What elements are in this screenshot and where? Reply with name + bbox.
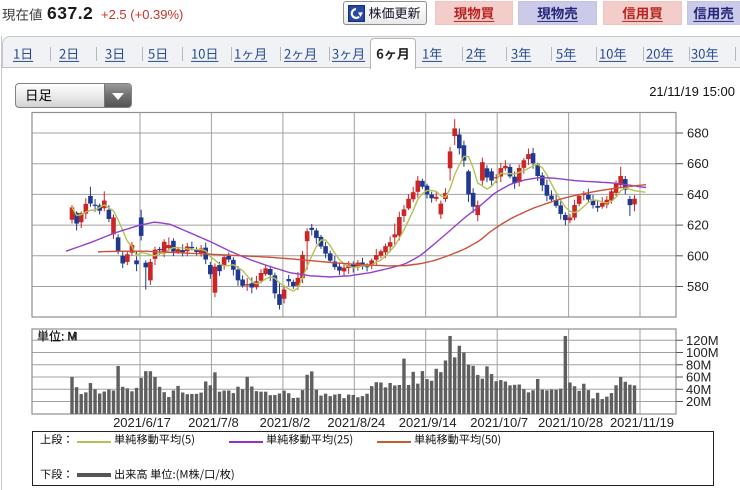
svg-text:60M: 60M: [686, 370, 711, 385]
svg-text:600: 600: [687, 248, 709, 263]
svg-text:2021/8/2: 2021/8/2: [260, 415, 311, 430]
svg-text:2021/8/24: 2021/8/24: [327, 415, 385, 430]
svg-text:2021/7/8: 2021/7/8: [188, 415, 239, 430]
svg-text:660: 660: [687, 156, 709, 171]
svg-text:580: 580: [687, 279, 709, 294]
svg-text:単位: M: 単位: M: [37, 329, 78, 344]
svg-text:100M: 100M: [686, 345, 719, 360]
svg-text:680: 680: [687, 126, 709, 141]
svg-text:640: 640: [687, 187, 709, 202]
svg-text:2021/6/17: 2021/6/17: [113, 415, 171, 430]
svg-text:20M: 20M: [686, 394, 711, 409]
svg-text:2021/9/14: 2021/9/14: [399, 415, 457, 430]
svg-text:2021/11/19: 2021/11/19: [610, 415, 674, 430]
svg-text:2021/10/7: 2021/10/7: [470, 415, 528, 430]
svg-text:80M: 80M: [686, 357, 711, 372]
svg-text:120M: 120M: [686, 333, 719, 348]
svg-text:620: 620: [687, 218, 709, 233]
svg-text:2021/10/28: 2021/10/28: [538, 415, 603, 430]
svg-text:40M: 40M: [686, 382, 711, 397]
